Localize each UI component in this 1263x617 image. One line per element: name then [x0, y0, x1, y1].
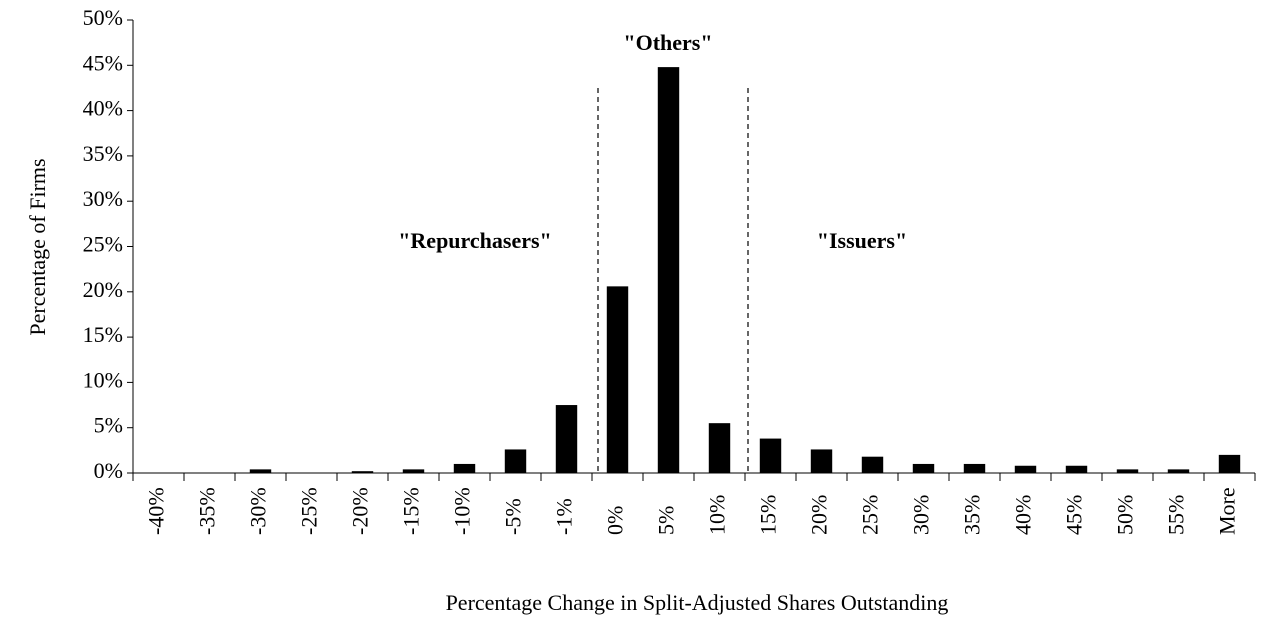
x-tick-label: -1%	[552, 498, 577, 535]
bar	[453, 463, 476, 473]
bar	[759, 438, 782, 473]
x-tick-label: -15%	[399, 487, 424, 535]
x-tick-label: -10%	[450, 487, 475, 535]
x-tick-label: 25%	[858, 495, 883, 535]
bar	[861, 456, 884, 473]
x-tick-label: -5%	[501, 498, 526, 535]
x-axis-label: Percentage Change in Split-Adjusted Shar…	[446, 590, 949, 615]
x-tick-label: -20%	[348, 487, 373, 535]
y-tick-label: 30%	[83, 186, 123, 211]
x-tick-label: More	[1215, 487, 1240, 535]
x-tick-label: 40%	[1011, 495, 1036, 535]
x-tick-label: 20%	[807, 495, 832, 535]
annotation: "Others"	[623, 30, 712, 55]
y-tick-label: 35%	[83, 141, 123, 166]
x-tick-label: -40%	[144, 487, 169, 535]
x-tick-label: 45%	[1062, 495, 1087, 535]
x-tick-label: -25%	[297, 487, 322, 535]
y-axis-label: Percentage of Firms	[25, 158, 50, 335]
bar	[1014, 465, 1037, 473]
y-tick-label: 15%	[83, 322, 123, 347]
x-tick-label: 55%	[1164, 495, 1189, 535]
y-tick-label: 45%	[83, 50, 123, 75]
x-tick-label: 0%	[603, 506, 628, 535]
x-tick-label: 10%	[705, 495, 730, 535]
y-tick-label: 10%	[83, 367, 123, 392]
y-tick-label: 50%	[83, 5, 123, 30]
y-tick-label: 20%	[83, 277, 123, 302]
bar	[963, 463, 986, 473]
y-tick-label: 25%	[83, 232, 123, 257]
bar	[249, 469, 272, 473]
bar	[912, 463, 935, 473]
bar	[1065, 465, 1088, 473]
bar	[810, 449, 833, 473]
y-tick-label: 0%	[94, 458, 123, 483]
bar	[708, 423, 731, 473]
y-tick-label: 5%	[94, 413, 123, 438]
x-tick-label: 50%	[1113, 495, 1138, 535]
x-tick-label: -30%	[246, 487, 271, 535]
bar	[504, 449, 527, 473]
bar	[1116, 469, 1139, 473]
x-tick-label: 30%	[909, 495, 934, 535]
bar	[1167, 469, 1190, 473]
x-tick-label: 15%	[756, 495, 781, 535]
annotation: "Repurchasers"	[398, 228, 552, 253]
bar	[1218, 454, 1241, 473]
bar	[555, 405, 578, 473]
x-tick-label: 5%	[654, 506, 679, 535]
y-tick-label: 40%	[83, 96, 123, 121]
x-tick-label: -35%	[195, 487, 220, 535]
annotation: "Issuers"	[817, 228, 907, 253]
bar	[351, 471, 374, 473]
bar	[606, 286, 629, 473]
x-tick-label: 35%	[960, 495, 985, 535]
bar	[402, 469, 425, 473]
bar	[657, 67, 680, 473]
